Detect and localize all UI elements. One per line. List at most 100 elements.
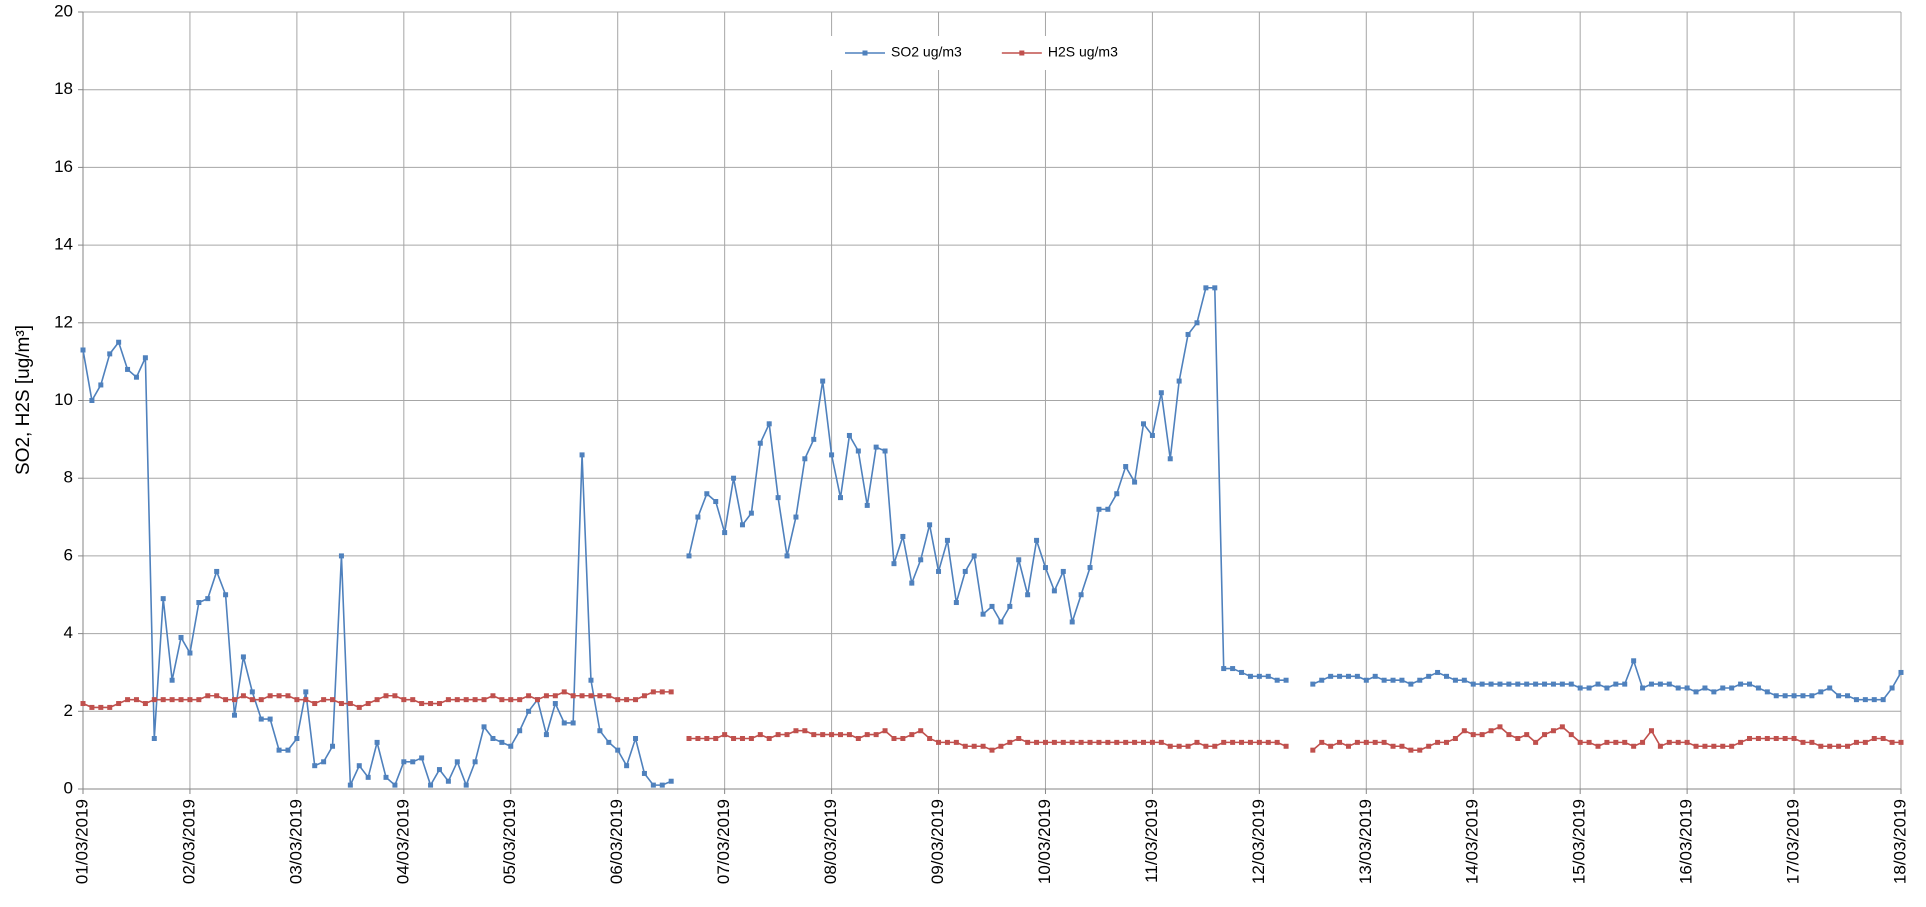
data-point [1185,743,1191,749]
data-point [1042,739,1048,745]
data-point [1470,681,1476,687]
data-point [1372,739,1378,745]
data-point [338,553,344,559]
data-point [802,728,808,734]
data-point [980,743,986,749]
data-point [1711,689,1717,695]
data-point [178,697,184,703]
data-point [1827,743,1833,749]
x-tick-label: 02/03/2019 [179,799,198,884]
data-point [659,782,665,788]
data-point [1105,506,1111,512]
data-point [232,697,237,703]
data-point [160,697,166,703]
data-point [1880,697,1886,703]
data-point [802,456,808,462]
data-point [1399,743,1405,749]
data-point [1604,685,1610,691]
legend: SO2 ug/m3 H2S ug/m3 [830,36,1138,70]
legend-label: H2S ug/m3 [1048,44,1118,60]
data-point [1328,743,1334,749]
data-point [436,701,442,707]
legend-marker [862,50,868,56]
data-point [401,697,407,703]
data-point [249,697,255,703]
y-tick-label: 14 [54,235,73,254]
data-point [1345,743,1351,749]
data-point [1845,743,1851,749]
data-point [615,697,621,703]
data-point [739,735,745,741]
data-point [499,739,505,745]
data-point [1069,619,1075,625]
x-tick-label: 10/03/2019 [1035,799,1054,884]
data-point [1559,681,1565,687]
data-point [196,600,202,606]
data-point [410,759,416,765]
data-point [169,677,175,683]
data-point [1729,743,1735,749]
data-point [1853,697,1859,703]
data-point [1132,479,1138,485]
data-point [1595,743,1601,749]
y-tick-label: 20 [54,1,73,20]
data-point [89,398,95,403]
data-point [347,782,353,788]
data-point [374,697,380,703]
data-point [1230,666,1236,672]
data-point [160,596,166,602]
data-point [944,537,950,543]
data-point [472,759,478,765]
legend-marker [1019,50,1025,56]
data-point [1559,724,1565,730]
data-point [1515,735,1521,741]
data-point [1078,592,1084,598]
data-point [588,693,594,699]
x-tick-label: 11/03/2019 [1142,799,1161,883]
data-point [820,378,826,384]
data-point [650,782,656,788]
data-point [383,693,389,699]
data-point [713,735,719,741]
data-point [125,366,131,372]
data-point [1034,739,1040,745]
data-point [552,693,558,699]
data-point [481,724,487,730]
data-point [909,732,915,738]
data-point [1230,739,1236,745]
data-point [1274,677,1280,683]
data-point [240,693,246,699]
data-point [722,530,728,536]
data-point [918,557,924,563]
data-point [1176,378,1182,384]
data-point [267,716,273,722]
data-point [1417,677,1423,683]
data-point [347,701,353,707]
data-point [1221,739,1227,745]
data-point [1666,681,1672,687]
data-point [410,697,416,703]
data-point [214,568,220,574]
data-point [133,374,139,380]
data-point [1212,285,1218,291]
data-point [1141,421,1146,427]
x-tick-label: 12/03/2019 [1249,799,1268,884]
x-tick-label: 18/03/2019 [1890,799,1909,884]
y-tick-label: 0 [64,778,73,797]
data-point [1809,739,1815,745]
data-point [321,697,327,703]
data-point [873,732,879,738]
data-point [1390,743,1396,749]
data-point [1720,685,1726,691]
data-point [766,735,772,741]
data-point [633,697,639,703]
data-point [793,728,799,734]
data-point [820,732,826,738]
data-point [855,448,861,454]
data-point [713,499,719,505]
data-point [1363,739,1369,745]
data-point [1444,739,1449,745]
data-point [846,732,852,738]
